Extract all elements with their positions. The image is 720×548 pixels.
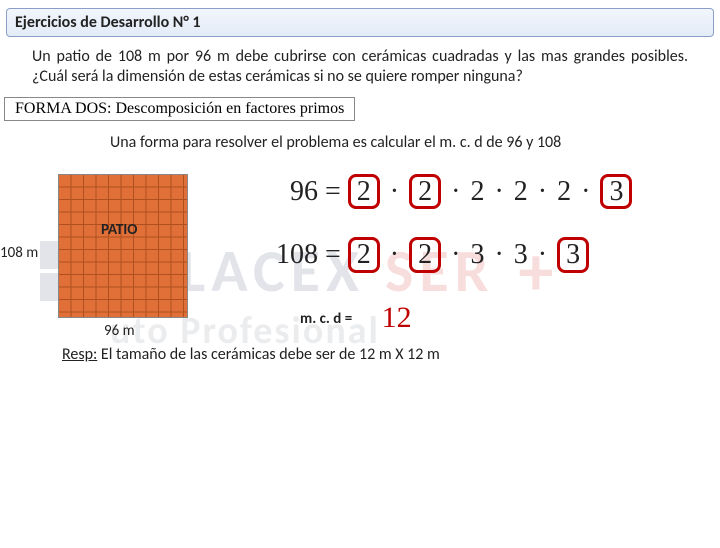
eq96-f3: 2 — [470, 176, 484, 207]
method-box: FORMA DOS: Descomposición en factores pr… — [4, 97, 355, 121]
eq96-f6-boxed: 3 — [600, 174, 632, 209]
patio-height-label: 108 m — [0, 244, 38, 262]
mcd-value: 12 — [382, 301, 412, 334]
equations-area: 96 = 2 · 2 · 2 · 2 · 2 · 3 108 = 2 · 2 ·… — [210, 156, 720, 335]
patio-label: PATIO — [101, 221, 137, 239]
eq96-f5: 2 — [557, 176, 571, 207]
eq108-f2-boxed: 2 — [409, 237, 441, 272]
answer-text: El tamaño de las cerámicas debe ser de 1… — [97, 345, 439, 364]
patio-grid: PATIO — [58, 174, 188, 318]
eq108-f1-boxed: 2 — [348, 237, 380, 272]
eq108-f3: 3 — [470, 239, 484, 270]
patio-diagram: 108 m PATIO 96 m — [0, 156, 210, 335]
eq108-f5-boxed: 3 — [557, 237, 589, 272]
problem-statement: Un patio de 108 m por 96 m debe cubrirse… — [32, 47, 688, 87]
mcd-line: m. c. d = 12 — [300, 301, 700, 335]
eq108-f4: 3 — [514, 239, 528, 270]
intro-text: Una forma para resolver el problema es c… — [110, 133, 700, 152]
eq96-f1-boxed: 2 — [348, 174, 380, 209]
exercise-header: Ejercicios de Desarrollo N° 1 — [6, 8, 714, 37]
patio-width-label: 96 m — [104, 322, 135, 340]
eq108-lhs: 108 — [240, 239, 318, 271]
eq96-lhs: 96 — [240, 176, 318, 208]
equation-108: 108 = 2 · 2 · 3 · 3 · 3 — [240, 237, 700, 272]
equation-96: 96 = 2 · 2 · 2 · 2 · 2 · 3 — [240, 174, 700, 209]
eq96-f4: 2 — [514, 176, 528, 207]
answer-prefix: Resp: — [62, 345, 97, 364]
eq96-f2-boxed: 2 — [409, 174, 441, 209]
mcd-label: m. c. d = — [300, 310, 352, 328]
answer-line: Resp: El tamaño de las cerámicas debe se… — [62, 345, 720, 364]
